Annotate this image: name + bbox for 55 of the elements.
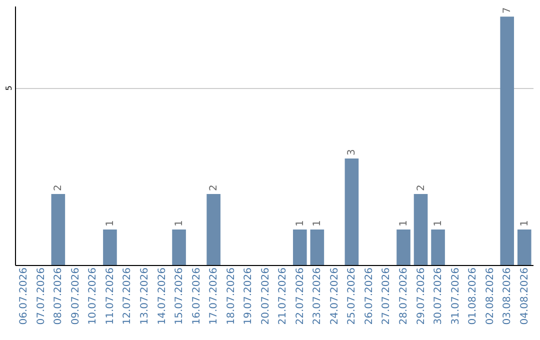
x-tick-label: 31.07.2026 <box>450 268 462 325</box>
x-tick-label: 28.07.2026 <box>398 268 410 325</box>
data-label: 1 <box>519 220 530 227</box>
x-tick-label: 23.07.2026 <box>312 268 324 325</box>
x-tick-label: 09.07.2026 <box>70 268 82 325</box>
x-tick-label: 07.07.2026 <box>36 268 47 325</box>
x-tick-label: 29.07.2026 <box>416 268 427 325</box>
bar <box>396 230 410 265</box>
bar <box>344 158 359 265</box>
x-tick-label: 16.07.2026 <box>191 268 202 325</box>
x-tick-label: 13.07.2026 <box>140 268 150 325</box>
data-label: 1 <box>398 220 410 227</box>
data-label: 1 <box>294 220 306 227</box>
data-label: 1 <box>174 220 186 227</box>
x-tick-label: 25.07.2026 <box>346 268 358 325</box>
x-tick-label: 20.07.2026 <box>260 268 272 325</box>
data-label: 7 <box>502 7 514 14</box>
data-label: 1 <box>104 220 116 227</box>
x-tick-label: 03.08.2026 <box>502 268 514 325</box>
x-tick-label: 11.07.2026 <box>104 268 116 325</box>
data-label: 1 <box>433 220 444 227</box>
bar <box>103 230 117 265</box>
x-tick-label: 04.08.2026 <box>519 268 530 325</box>
bar <box>431 230 445 265</box>
x-tick-label: 27.07.2026 <box>381 268 392 325</box>
x-tick-label: 06.07.2026 <box>18 268 30 325</box>
bar <box>500 16 514 265</box>
x-tick-label: 21.07.2026 <box>278 268 289 325</box>
x-tick-label: 17.07.2026 <box>208 268 220 325</box>
data-label: 2 <box>53 184 64 192</box>
x-tick-label: 30.07.2026 <box>433 268 444 325</box>
x-tick-label: 22.07.2026 <box>294 268 306 325</box>
bar <box>292 230 307 265</box>
bar <box>414 194 428 265</box>
x-tick-label: 10.07.2026 <box>88 268 99 325</box>
x-tick-label: 19.07.2026 <box>243 268 254 325</box>
x-tick-label: 08.07.2026 <box>53 268 64 325</box>
x-tick-label: 18.07.2026 <box>226 268 237 325</box>
bar <box>206 194 220 265</box>
x-tick-label: 14.07.2026 <box>156 268 168 325</box>
data-label: 1 <box>312 220 324 227</box>
y-tick-label: 5 <box>4 86 14 91</box>
data-label: 2 <box>416 184 427 192</box>
x-tick-label: 12.07.2026 <box>122 268 134 325</box>
x-tick-label: 26.07.2026 <box>364 268 375 325</box>
bar <box>172 230 186 265</box>
bar <box>51 194 66 265</box>
bar <box>310 230 324 265</box>
bar <box>517 230 532 265</box>
x-tick-label: 01.08.2026 <box>468 268 479 325</box>
data-label: 3 <box>346 149 358 156</box>
x-tick-label: 24.07.2026 <box>329 268 340 325</box>
data-label: 2 <box>208 184 220 192</box>
x-tick-label: 02.08.2026 <box>484 268 496 325</box>
x-tick-label: 15.07.2026 <box>174 268 186 325</box>
